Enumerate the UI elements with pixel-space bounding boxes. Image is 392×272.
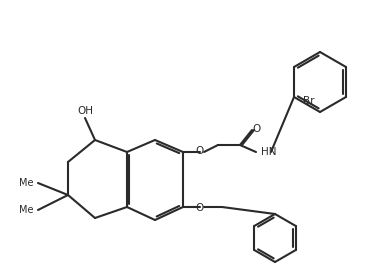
Text: Me: Me — [20, 178, 34, 188]
Text: O: O — [196, 203, 204, 213]
Text: HN: HN — [261, 147, 276, 157]
Text: OH: OH — [77, 106, 93, 116]
Text: Me: Me — [20, 205, 34, 215]
Text: O: O — [196, 146, 204, 156]
Text: Br: Br — [303, 96, 315, 106]
Text: O: O — [253, 124, 261, 134]
